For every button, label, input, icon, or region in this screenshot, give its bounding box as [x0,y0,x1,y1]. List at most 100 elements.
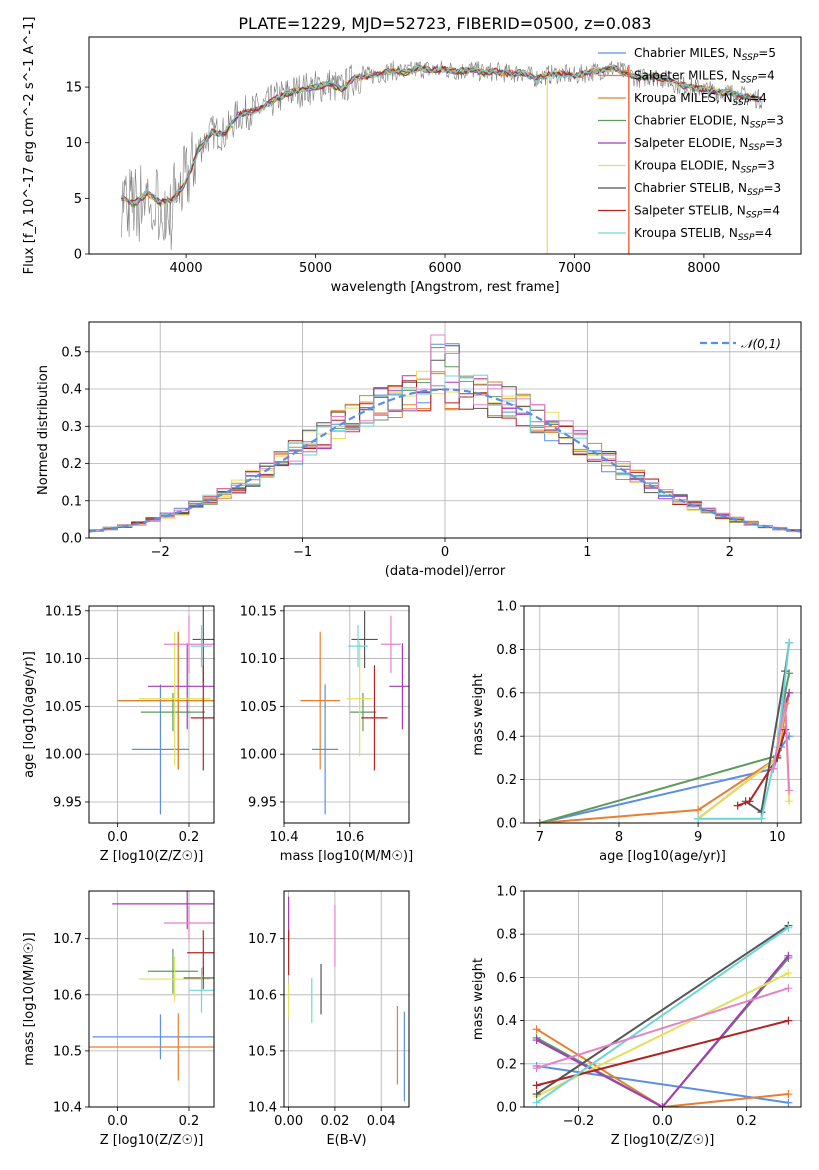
age_vs_Z-xlabel: Z [log10(Z/Z☉)] [100,849,204,864]
weight-point-marker [784,984,793,993]
y-tick-label: 9.95 [248,795,277,810]
weight-line [536,987,789,1070]
residuals-plot-area [89,334,801,533]
age_vs_Z-frame [88,605,215,824]
x-tick-label: 0.0 [107,830,128,845]
residual-histogram-9 [89,334,801,533]
y-tick-label: 0.4 [61,383,82,398]
x-tick-label: 0 [441,545,449,560]
weight-line [536,955,790,1107]
weight-line [737,729,787,807]
spectrum-ylabel: Flux [f_λ 10^-17 erg cm^-2 s^-1 A^-1] [22,17,37,275]
x-tick-label: 7000 [558,261,591,276]
legend-label: Salpeter MILES, NSSP=4 [634,69,775,86]
x-tick-label: 8 [615,830,623,845]
y-tick-label: 10.4 [53,1101,82,1116]
legend-label: Kroupa STELIB, NSSP=4 [634,226,772,243]
spectrum-legend: Chabrier MILES, NSSP=5 Salpeter MILES, NS… [598,46,784,243]
x-tick-label: 10 [769,830,786,845]
weight-line [539,692,791,823]
x-tick-label: 7 [536,830,544,845]
weight-point-marker [694,814,703,823]
weight-line [698,642,791,820]
age_vs_mass-plot-area [300,610,409,815]
x-tick-label: 10.4 [270,830,299,845]
weight_vs_Z-axes: −0.2 0.0 0.2 0.0 0.2 0.4 0.6 0.8 1.0 [496,885,801,1129]
x-tick-label: 9 [694,830,702,845]
x-tick-label: −2 [151,545,170,560]
y-tick-label: 0.6 [496,971,517,986]
weight-point-marker [745,797,754,806]
y-tick-label: 0.5 [61,345,82,360]
weight-point-marker [785,797,794,806]
weight-line [536,926,789,1104]
weight-point-marker [784,951,793,960]
normal-curve-line [89,388,801,533]
weight-point-marker [784,1090,793,1099]
y-tick-label: 10 [65,136,82,151]
weight-point-marker [532,1081,541,1090]
x-tick-label: 0.2 [179,830,200,845]
spectrum-xlabel: wavelength [Angstrom, rest frame] [331,280,560,295]
spectrum-frame [88,36,802,255]
mass_vs_Z-xlabel: Z [log10(Z/Z☉)] [100,1133,204,1148]
x-tick-label: 6000 [428,261,461,276]
y-tick-label: 10.7 [248,932,277,947]
age_vs_mass-frame [283,605,410,824]
y-tick-label: 0.2 [61,457,82,472]
y-tick-label: 0.0 [61,532,82,547]
x-tick-label: 5000 [299,261,332,276]
residual-histogram-8 [89,374,801,532]
legend-label: Salpeter ELODIE, NSSP=3 [634,136,783,153]
y-tick-label: 0.1 [61,494,82,509]
mass_vs_ebv-xlabel: E(B-V) [326,1133,366,1148]
weight-point-marker [733,801,742,810]
weight_vs_Z-frame [523,890,802,1108]
weight_vs_Z-ylabel: mass weight [471,958,486,1040]
weight-line [536,1065,789,1104]
weight-point-marker [784,1016,793,1025]
y-tick-label: 1.0 [496,885,517,900]
y-tick-label: 10.15 [45,604,82,619]
y-tick-label: 10.10 [240,652,277,667]
mass_vs_Z-axes: 0.0 0.2 10.4 10.5 10.6 10.7 [53,891,214,1129]
weight-point-marker [757,814,766,823]
y-tick-label: 10.10 [45,652,82,667]
weight-point-marker [781,699,790,708]
figure-title: PLATE=1229, MJD=52723, FIBERID=0500, z=0… [238,14,651,33]
weight-point-marker [532,1025,541,1034]
legend-label: Kroupa MILES, NSSP=4 [634,91,767,108]
x-tick-label: 0.04 [367,1114,396,1129]
y-tick-label: 0 [74,248,82,263]
weight_vs_Z-plot-area [532,921,793,1107]
x-tick-label: 0.0 [107,1114,128,1129]
mass_vs_Z-plot-area [89,891,214,1081]
y-tick-label: 10.7 [53,932,82,947]
weight_vs_age-plot-area [535,638,794,823]
x-tick-label: 0.2 [179,1114,200,1129]
weight-line [536,972,789,1098]
y-tick-label: 0.2 [496,1057,517,1072]
y-tick-label: 10.15 [240,604,277,619]
legend-label: Chabrier STELIB, NSSP=3 [634,181,781,198]
residuals-xlabel: (data-model)/error [385,564,506,579]
y-tick-label: 0.4 [496,1014,517,1029]
weight-point-marker [535,819,544,823]
weight_vs_age-ylabel: mass weight [471,673,486,755]
observed-spectrum-line [121,60,763,251]
x-tick-label: 1 [583,545,591,560]
weight-point-marker [781,725,790,734]
mass_vs_ebv-plot-area [288,896,405,1102]
weight-point-marker [769,764,778,773]
y-tick-label: 10.05 [45,700,82,715]
age_vs_Z-plot-area [117,606,214,815]
weight-point-marker [532,1036,541,1045]
y-tick-label: 0.6 [496,686,517,701]
legend-label: 𝒩(0,1) [741,337,781,351]
model-line-8 [121,64,762,206]
weight-line [539,673,791,823]
y-tick-label: 10.00 [240,748,277,763]
y-tick-label: 0.4 [496,730,517,745]
x-tick-label: 0.2 [736,1114,757,1129]
